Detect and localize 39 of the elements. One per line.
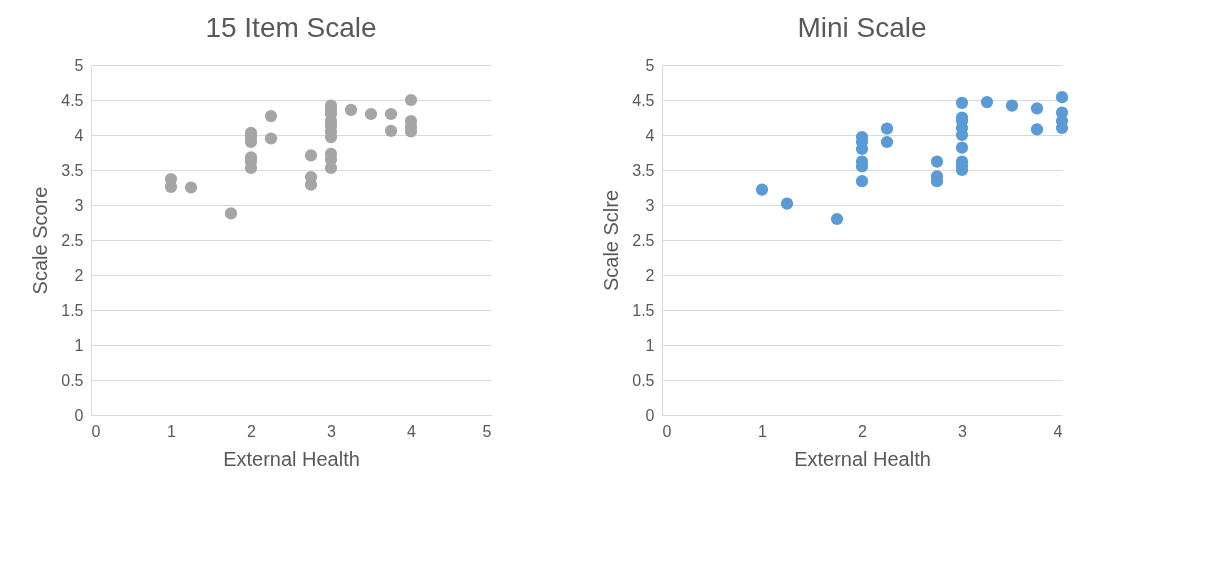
x-tick-label: 3 bbox=[958, 422, 968, 440]
y-tick-label: 1 bbox=[645, 336, 655, 354]
y-tick-label: 4 bbox=[74, 126, 84, 144]
y-tick-label: 2 bbox=[645, 266, 655, 284]
y-tick-label: 1.5 bbox=[61, 301, 84, 319]
x-tick-label: 1 bbox=[758, 422, 768, 440]
x-tick-label: 0 bbox=[662, 422, 672, 440]
y-tick-label: 2.5 bbox=[632, 231, 655, 249]
y-tick-label: 5 bbox=[645, 56, 655, 74]
y-tick-label: 0.5 bbox=[632, 371, 655, 389]
y-tick-label: 3.5 bbox=[61, 161, 84, 179]
y-tick-label: 0 bbox=[645, 406, 655, 424]
y-tick-label: 4 bbox=[645, 126, 655, 144]
x-tick-label: 2 bbox=[247, 422, 257, 440]
y-tick-label: 3 bbox=[645, 196, 655, 214]
y-tick-label: 3 bbox=[74, 196, 84, 214]
y-tick-label: 3.5 bbox=[632, 161, 655, 179]
y-tick-label: 1.5 bbox=[632, 301, 655, 319]
x-tick-label: 5 bbox=[482, 422, 492, 440]
y-tick-label: 0.5 bbox=[61, 371, 84, 389]
x-tick-label: 1 bbox=[167, 422, 177, 440]
y-axis-title: Scale Sclre bbox=[600, 189, 623, 292]
y-tick-label: 4.5 bbox=[632, 91, 655, 109]
x-tick-label: 0 bbox=[91, 422, 101, 440]
chart-title: 15 Item Scale bbox=[205, 12, 377, 43]
y-tick-label: 4.5 bbox=[61, 91, 84, 109]
y-tick-label: 1 bbox=[74, 336, 84, 354]
x-tick-label: 4 bbox=[407, 422, 417, 440]
chart-title: Mini Scale bbox=[797, 12, 927, 43]
x-tick-label: 2 bbox=[858, 422, 868, 440]
x-axis-title: External Health bbox=[223, 447, 360, 470]
x-axis-title: External Health bbox=[794, 447, 931, 470]
y-tick-label: 0 bbox=[74, 406, 84, 424]
x-tick-label: 4 bbox=[1053, 422, 1063, 440]
y-tick-label: 5 bbox=[74, 56, 84, 74]
y-axis-title: Scale Score bbox=[29, 186, 52, 295]
x-tick-label: 3 bbox=[327, 422, 337, 440]
y-tick-label: 2.5 bbox=[61, 231, 84, 249]
y-tick-label: 2 bbox=[74, 266, 84, 284]
